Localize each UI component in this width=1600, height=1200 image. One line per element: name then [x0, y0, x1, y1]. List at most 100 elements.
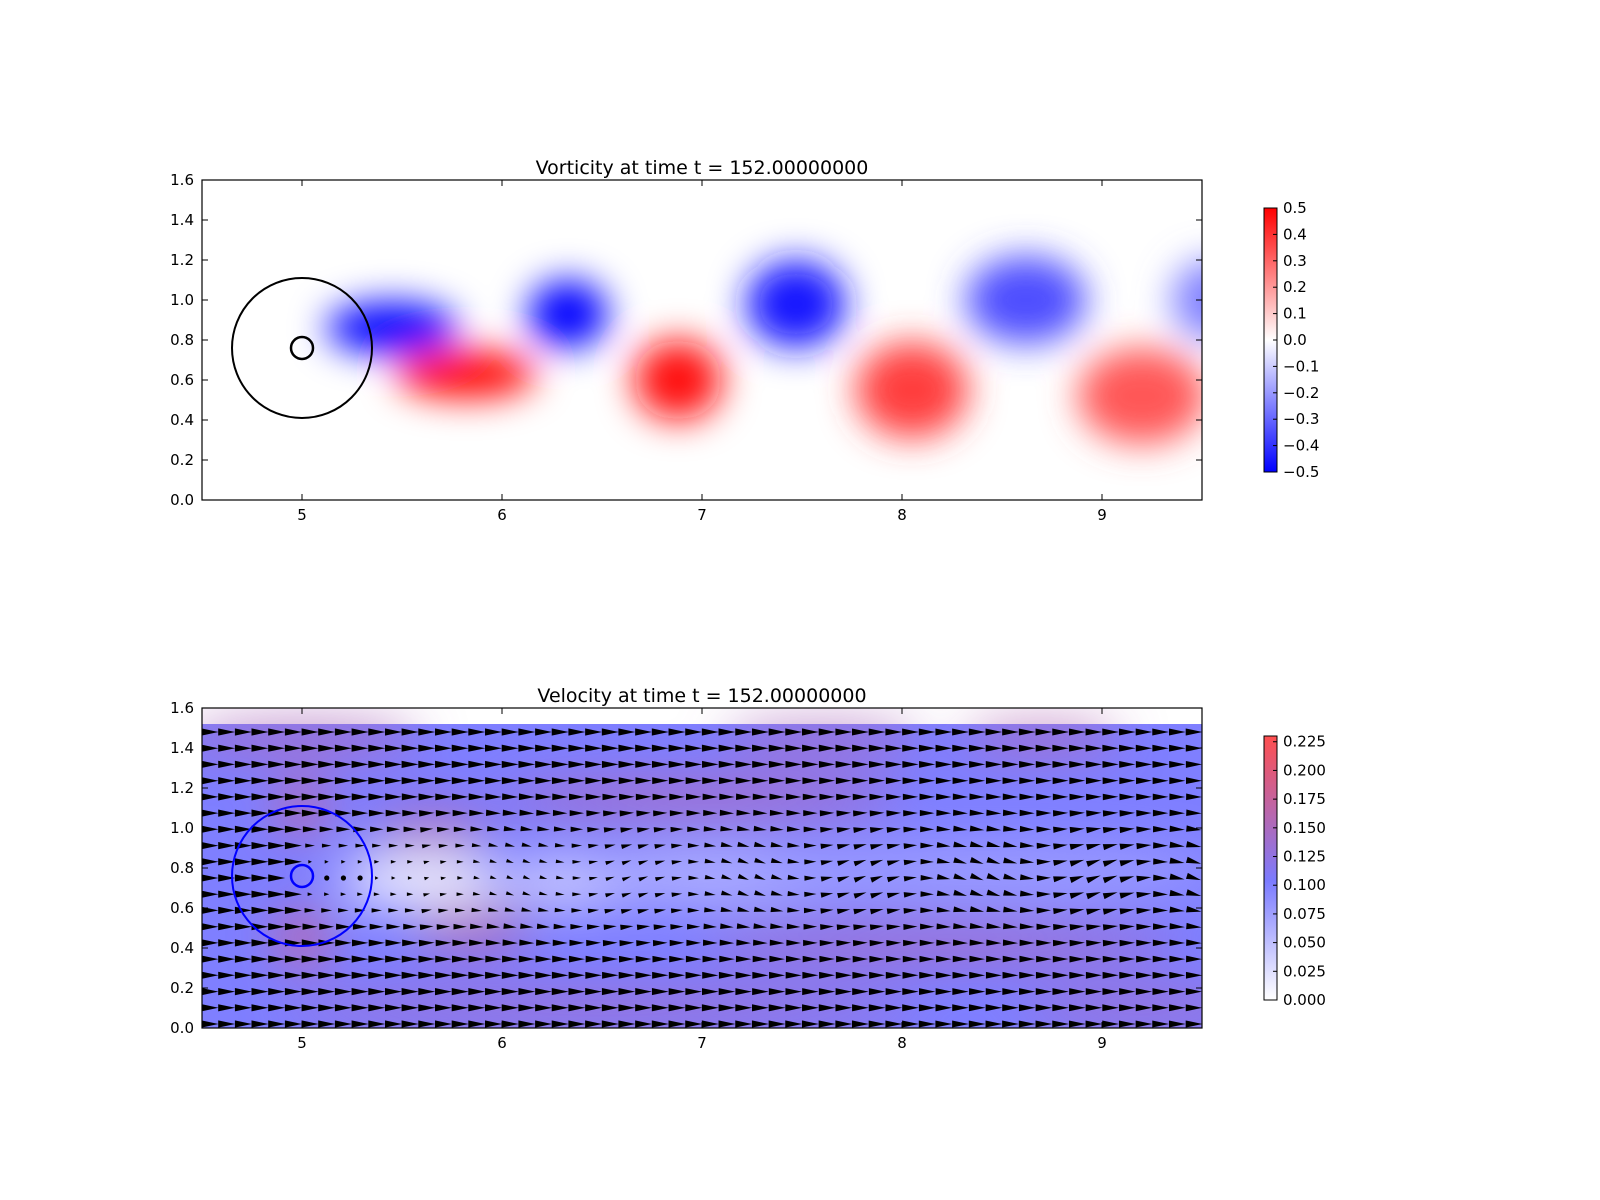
quiver-arrow — [284, 777, 302, 785]
quiver-arrow — [804, 843, 817, 849]
quiver-arrow — [418, 971, 436, 979]
quiver-arrow — [953, 841, 968, 848]
quiver-arrow — [487, 907, 499, 912]
quiver-arrow — [669, 793, 685, 801]
y-tick-label: 1.4 — [170, 739, 194, 757]
quiver-arrow — [1069, 1004, 1086, 1012]
quiver-arrow — [935, 971, 952, 979]
quiver-arrow — [635, 971, 652, 979]
quiver-arrow — [688, 891, 700, 897]
quiver-arrow — [1003, 857, 1018, 864]
positive-vortex — [634, 340, 722, 420]
quiver-arrow — [284, 923, 302, 931]
quiver-arrow — [786, 923, 801, 930]
quiver-arrow — [719, 809, 735, 816]
quiver-arrow — [334, 760, 352, 768]
quiver-arrow — [920, 923, 935, 930]
quiver-arrow — [1169, 825, 1185, 833]
quiver-arrow — [1053, 908, 1068, 915]
quiver-arrow — [468, 1020, 486, 1028]
quiver-arrow — [801, 1020, 819, 1028]
quiver-arrow — [1119, 1004, 1136, 1012]
quiver-arrow — [768, 728, 786, 736]
quiver-arrow — [1153, 890, 1168, 898]
quiver-arrow — [268, 777, 286, 785]
quiver-arrow — [1119, 924, 1135, 931]
quiver-arrow — [268, 809, 286, 817]
quiver-arrow — [338, 843, 349, 848]
quiver-arrow — [1119, 971, 1136, 979]
quiver-arrow — [1002, 809, 1018, 817]
quiver-arrow — [686, 939, 701, 946]
quiver-arrow — [1102, 728, 1119, 736]
quiver-arrow — [268, 988, 286, 996]
quiver-arrow — [504, 842, 516, 847]
quiver-arrow — [986, 922, 1002, 930]
quiver-arrow — [752, 988, 769, 996]
y-tick-label: 0.6 — [170, 899, 194, 917]
quiver-arrow — [601, 988, 619, 996]
vorticity-field — [326, 256, 1202, 444]
vorticity-axes: 5 6 7 8 9 0.0 0.2 0.4 0.6 0.8 1.0 1.2 1.4 1.6 — [170, 171, 1202, 524]
quiver-arrow — [671, 860, 683, 865]
quiver-arrow — [308, 860, 312, 864]
quiver-arrow — [737, 841, 750, 847]
quiver-arrow — [1136, 939, 1152, 947]
quiver-arrow — [1135, 760, 1153, 768]
quiver-arrow — [735, 988, 752, 996]
quiver-arrow — [218, 809, 236, 817]
quiver-arrow — [552, 939, 568, 946]
quiver-arrow — [952, 939, 968, 946]
quiver-arrow — [770, 858, 783, 864]
quiver-arrow — [390, 860, 397, 864]
negative-vortex — [1172, 261, 1202, 339]
quiver-arrow — [522, 891, 531, 896]
speed-region — [338, 852, 506, 908]
quiver-arrow — [1119, 843, 1135, 850]
quiver-arrow — [1169, 809, 1186, 817]
positive-vortex — [1078, 348, 1202, 444]
quiver-arrow — [418, 777, 436, 785]
quiver-arrow — [1119, 955, 1136, 963]
quiver-arrow — [701, 988, 719, 996]
quiver-arrow — [870, 908, 884, 915]
quiver-arrow — [423, 876, 430, 881]
quiver-arrow — [1086, 875, 1101, 884]
quiver-arrow — [618, 988, 636, 996]
quiver-arrow — [234, 955, 252, 963]
quiver-arrow — [601, 744, 619, 752]
quiver-arrow — [638, 892, 649, 898]
quiver-arrow — [284, 890, 302, 898]
quiver-arrow — [885, 728, 903, 736]
quiver-arrow — [735, 971, 752, 979]
quiver-arrow — [986, 906, 1001, 913]
quiver-arrow — [1153, 825, 1169, 833]
quiver-arrow — [388, 908, 399, 913]
quiver-arrow — [336, 826, 351, 833]
quiver-arrow — [304, 908, 316, 913]
colorbar-tick-label: 0.225 — [1283, 733, 1326, 751]
quiver-arrow — [685, 744, 703, 752]
quiver-arrow — [819, 955, 835, 963]
y-tick-label: 0.8 — [170, 331, 194, 349]
quiver-arrow — [403, 826, 417, 833]
quiver-arrow — [234, 1004, 252, 1012]
quiver-arrow — [818, 760, 836, 768]
quiver-arrow — [1169, 988, 1186, 996]
velocity-field — [202, 722, 1202, 1028]
quiver-arrow — [1069, 859, 1085, 867]
quiver-arrow — [301, 744, 319, 752]
quiver-arrow — [568, 971, 586, 979]
quiver-arrow — [618, 744, 636, 752]
quiver-arrow — [651, 1020, 669, 1028]
quiver-arrow — [457, 876, 464, 880]
quiver-arrow — [720, 906, 734, 912]
quiver-arrow — [318, 777, 336, 785]
quiver-arrow — [1136, 923, 1152, 931]
quiver-arrow — [835, 760, 852, 768]
quiver-arrow — [1068, 1020, 1086, 1028]
quiver-arrow — [418, 760, 436, 768]
quiver-arrow — [1102, 859, 1118, 867]
quiver-arrow — [1085, 744, 1103, 752]
